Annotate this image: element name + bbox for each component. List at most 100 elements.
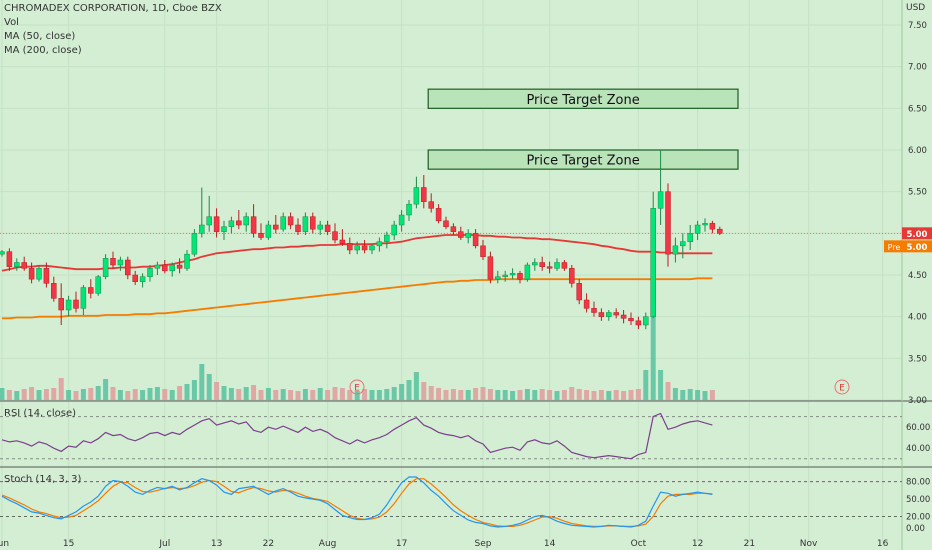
candle-body: [657, 191, 664, 209]
volume-bar: [140, 390, 146, 400]
volume-bar: [325, 390, 331, 400]
volume-bar: [621, 391, 627, 400]
rsi-tick-label: 60.00: [906, 423, 930, 433]
volume-bar: [421, 382, 427, 400]
volume-bar: [598, 390, 604, 400]
volume-bar: [384, 389, 390, 400]
volume-bar: [584, 390, 590, 400]
time-tick-label: Jul: [158, 539, 170, 549]
volume-bar: [6, 390, 12, 400]
volume-bar: [569, 387, 575, 400]
currency-label: USD: [906, 3, 926, 13]
candle-body: [539, 262, 545, 267]
volume-bar: [510, 391, 516, 400]
candle-body: [191, 233, 198, 255]
stoch-tick-label: 50.00: [906, 495, 930, 505]
candle-body: [384, 234, 390, 242]
volume-bar: [236, 389, 242, 400]
stoch-k-line: [1, 476, 713, 528]
candle-body: [199, 224, 205, 234]
candle-body: [628, 318, 634, 322]
candle-body: [465, 233, 471, 238]
candlesticks: [0, 150, 723, 330]
candle-body: [6, 251, 13, 267]
candle-body: [310, 216, 316, 230]
volume-bar: [480, 387, 486, 400]
volume-bar: [191, 380, 197, 400]
candle-body: [28, 268, 35, 280]
volume-bar: [613, 390, 619, 400]
candle-body: [236, 220, 242, 226]
volume-bar: [561, 390, 567, 400]
volume-bar: [280, 389, 286, 400]
volume-bar: [73, 391, 79, 400]
volume-bar: [43, 389, 49, 400]
volume-bar: [524, 389, 530, 400]
volume-bar: [702, 391, 708, 400]
volume-bar: [228, 388, 234, 400]
candle-body: [443, 220, 449, 227]
volume-bar: [376, 390, 382, 400]
last-price-badge: [902, 227, 932, 240]
candle-body: [702, 223, 708, 226]
time-tick-label: Jun: [0, 539, 9, 549]
stoch-legend: Stoch (14, 3, 3): [4, 474, 82, 485]
premarket-badge-prefix: Pre: [888, 243, 901, 252]
price-tick-label: 4.50: [908, 271, 927, 281]
volume-bar: [221, 386, 227, 400]
candle-body: [665, 191, 671, 255]
candle-body: [265, 224, 272, 238]
candle-body: [694, 224, 701, 234]
price-tick-label: 6.00: [908, 146, 927, 156]
candle-body: [413, 187, 420, 205]
volume-bar: [29, 387, 35, 400]
volume-bar: [125, 391, 131, 400]
volume-bar: [650, 310, 656, 400]
candle-body: [680, 241, 686, 247]
candle-body: [58, 298, 64, 311]
volume-bar: [177, 386, 183, 400]
volume-bar: [147, 388, 153, 400]
candle-body: [21, 262, 27, 269]
zone-label: Price Target Zone: [526, 93, 639, 108]
candle-body: [583, 299, 590, 309]
candle-body: [221, 226, 227, 232]
volume-bar: [103, 379, 109, 400]
time-axis: Jun 15 Jul 13 22 Aug 17 Sep 14 Oct 12 21 Nov 16: [0, 539, 889, 549]
volume-bar: [369, 390, 375, 400]
candle-body: [576, 283, 582, 301]
volume-bar: [391, 387, 397, 400]
volume-bar: [628, 390, 634, 400]
volume-bar: [502, 390, 508, 400]
candle-body: [132, 274, 138, 282]
candle-body: [487, 256, 494, 280]
candle-body: [317, 224, 323, 230]
ma200-legend: MA (200, close): [4, 45, 82, 56]
volume-bar: [295, 391, 301, 400]
candle-body: [80, 287, 87, 309]
rsi-legend: RSI (14, close): [4, 408, 77, 419]
volume-bar: [643, 370, 649, 400]
volume-bar: [672, 388, 678, 400]
volume-bar: [665, 382, 671, 400]
volume-bar: [154, 387, 160, 400]
rsi-tick-label: 40.00: [906, 444, 930, 454]
candle-body: [117, 259, 124, 266]
ma50-legend: MA (50, close): [4, 31, 76, 42]
price-tick-label: 3.50: [908, 354, 927, 364]
volume-bar: [436, 388, 442, 400]
candle-body: [509, 273, 516, 276]
candle-body: [546, 266, 553, 269]
volume-bar: [88, 388, 94, 400]
candle-body: [650, 208, 656, 317]
candle-body: [88, 287, 94, 294]
time-tick-label: 12: [692, 539, 703, 549]
volume-bar: [591, 391, 597, 400]
price-tick-label: 7.00: [908, 63, 927, 73]
volume-bar: [95, 386, 101, 400]
volume-bar: [458, 390, 464, 400]
volume-bar: [51, 388, 57, 400]
candle-body: [273, 224, 279, 230]
